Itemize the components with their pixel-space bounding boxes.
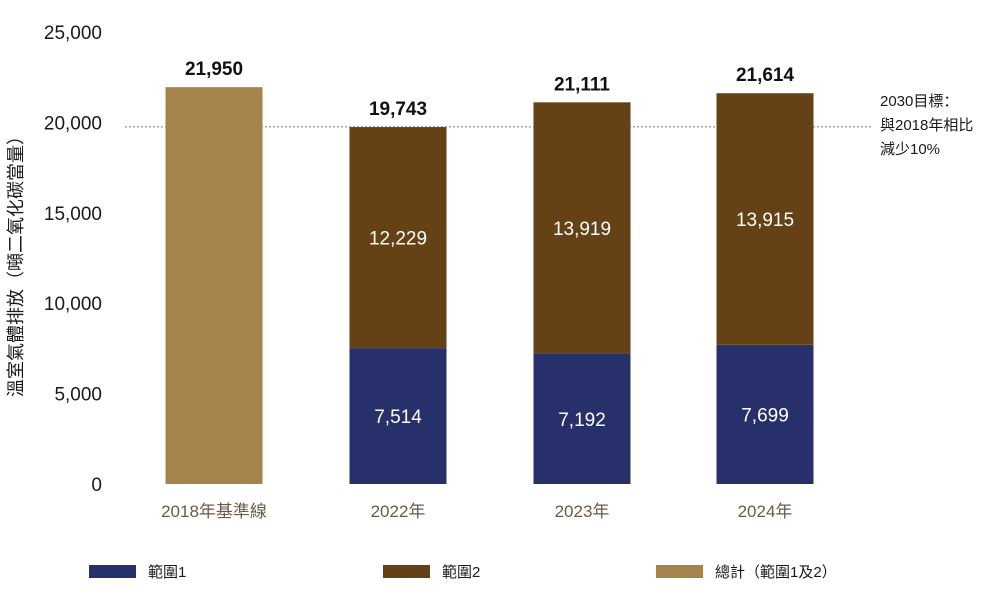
legend-label: 範圍2	[442, 563, 480, 581]
bars: 21,950 7,514 12,229 19,743 7,192 13,919 21,111…	[165, 59, 814, 485]
legend-swatch	[383, 565, 430, 578]
y-tick-label: 15,000	[44, 204, 102, 225]
segment-value-label: 7,514	[374, 407, 422, 428]
segment-value-label: 7,699	[741, 405, 789, 426]
x-tick-label: 2023年	[555, 502, 610, 521]
target-annotation-line: 減少10%	[880, 141, 940, 158]
y-tick-label: 0	[91, 475, 102, 496]
bar-total-label: 21,950	[185, 59, 243, 80]
x-axis-labels: 2018年基準線 2022年 2023年 2024年	[161, 502, 792, 521]
bar-segment	[349, 348, 447, 484]
bar-total-label: 21,614	[736, 65, 795, 86]
bar-segment	[716, 344, 814, 484]
bar-total-label: 21,111	[554, 74, 610, 95]
bar-segment	[165, 87, 263, 485]
bar-segment	[349, 127, 447, 349]
y-tick-label: 20,000	[44, 113, 102, 134]
segment-value-label: 13,915	[736, 210, 794, 231]
legend-label: 範圍1	[148, 563, 186, 581]
bar-segment	[533, 102, 631, 354]
segment-value-label: 7,192	[558, 410, 606, 431]
y-tick-label: 5,000	[54, 385, 102, 406]
legend-swatch	[89, 565, 136, 578]
legend-swatch	[656, 565, 703, 578]
y-tick-label: 10,000	[44, 294, 102, 315]
target-annotation-line: 2030目標：	[880, 93, 958, 110]
target-annotation-line: 與2018年相比	[880, 117, 973, 134]
bar-segment	[716, 93, 814, 345]
bar-segment	[533, 353, 631, 484]
legend-label: 總計（範圍1及2）	[715, 563, 837, 581]
x-tick-label: 2022年	[371, 502, 426, 521]
segment-value-label: 13,919	[553, 219, 611, 240]
segment-value-label: 12,229	[369, 229, 427, 250]
x-tick-label: 2024年	[738, 502, 793, 521]
x-tick-label: 2018年基準線	[161, 502, 267, 521]
y-axis-label: 溫室氣體排放（噸二氧化碳當量）	[6, 127, 26, 397]
y-axis-ticks: 0 5,000 10,000 15,000 20,000 25,000	[44, 23, 102, 496]
bar-total-label: 19,743	[369, 99, 427, 120]
legend: 範圍1 範圍2 總計（範圍1及2）	[89, 563, 837, 581]
y-tick-label: 25,000	[44, 23, 102, 44]
